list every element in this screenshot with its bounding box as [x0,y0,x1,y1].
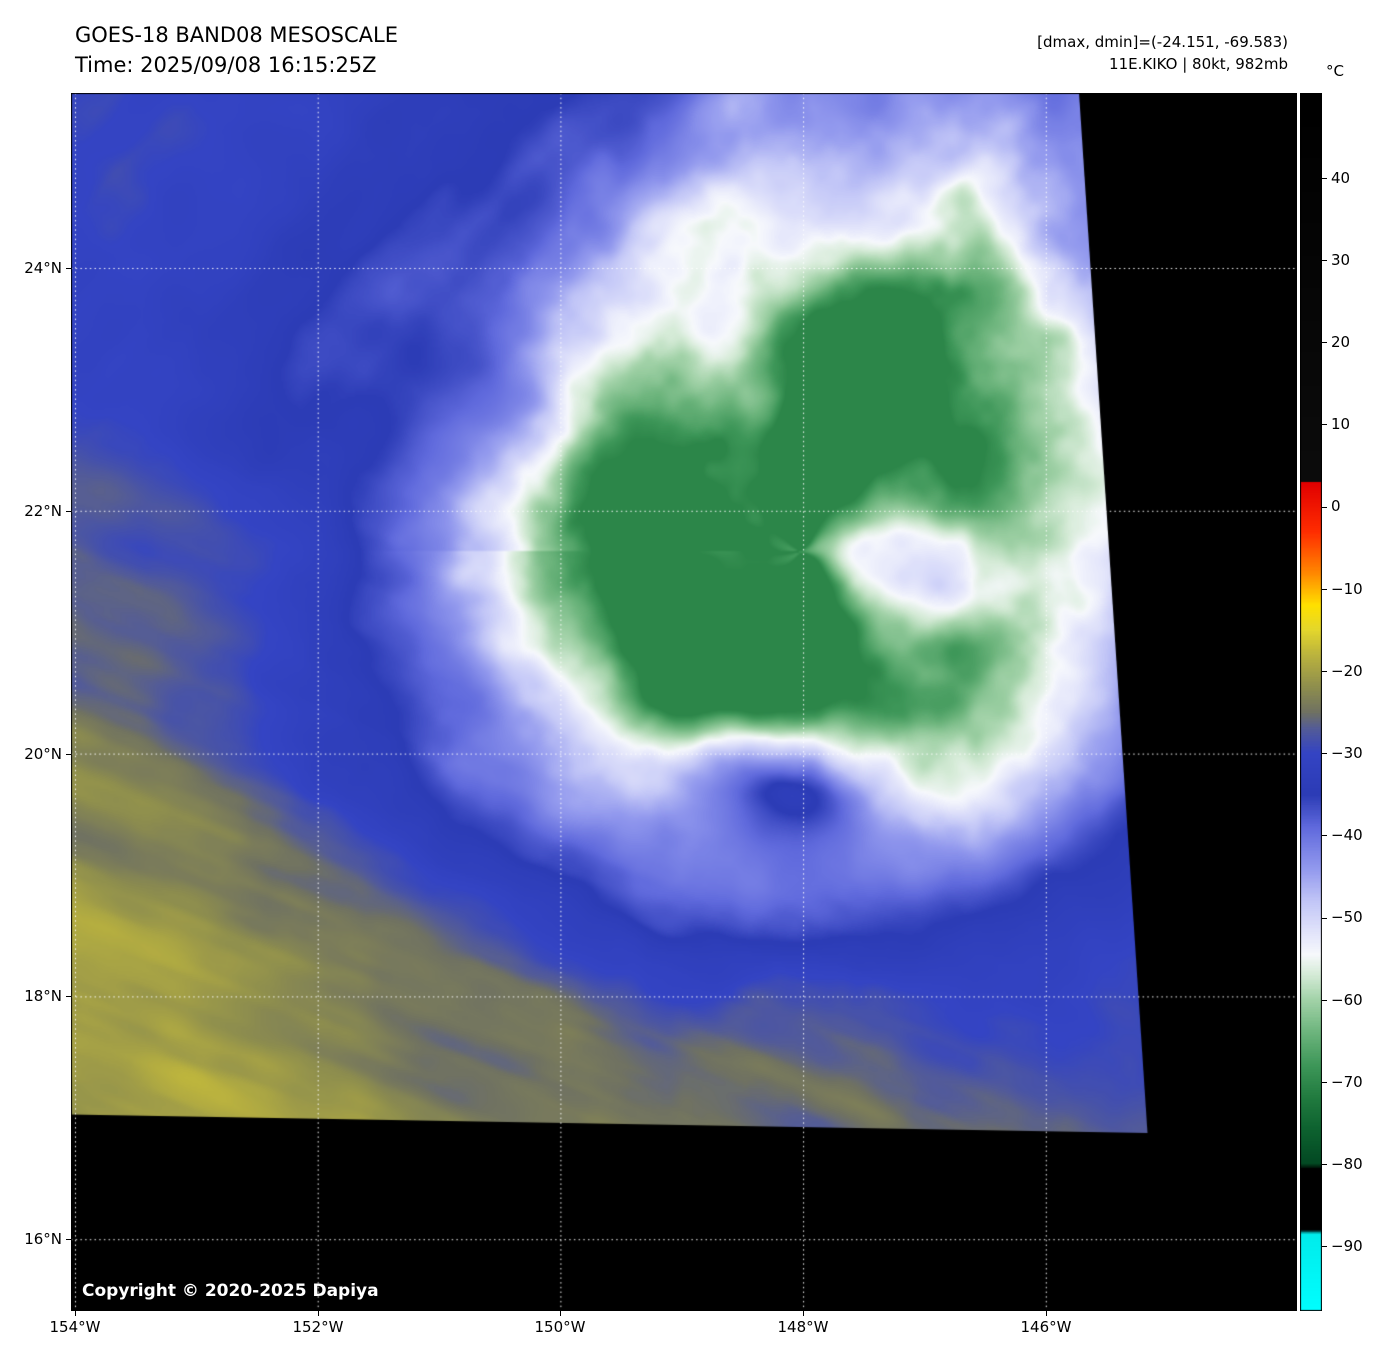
lat-tick-label: 24°N [24,259,62,277]
copyright-watermark: Copyright © 2020-2025 Dapiya [82,1281,379,1301]
colorbar-tick-label: −40 [1331,826,1363,844]
axis-tick [1322,507,1327,508]
page-title: GOES-18 BAND08 MESOSCALE [75,23,398,47]
lon-tick-label: 150°W [534,1318,586,1336]
lon-tick-label: 152°W [292,1318,344,1336]
colorbar-tick-label: 10 [1331,415,1351,433]
axis-tick [1322,918,1327,919]
axis-tick [1322,671,1327,672]
lon-tick-label: 154°W [49,1318,101,1336]
storm-readout: 11E.KIKO | 80kt, 982mb [1109,55,1288,73]
axis-tick [1046,1311,1047,1316]
axis-tick [75,1311,76,1316]
colorbar-tick-label: −10 [1331,580,1363,598]
colorbar-tick-label: 20 [1331,333,1351,351]
colorbar-tick-label: −90 [1331,1237,1363,1255]
lat-tick-label: 22°N [24,502,62,520]
axis-tick [1322,178,1327,179]
axis-tick [1322,1000,1327,1001]
axis-tick [803,1311,804,1316]
colorbar-tick-label: −80 [1331,1155,1363,1173]
axis-tick [1322,835,1327,836]
colorbar-tick-label: 30 [1331,251,1351,269]
colorbar-tick-label: −30 [1331,744,1363,762]
colorbar-tick-label: −50 [1331,908,1363,926]
satellite-image-canvas [71,93,1297,1311]
colorbar-unit-label: °C [1326,62,1344,80]
axis-tick [1322,1082,1327,1083]
axis-tick [560,1311,561,1316]
lat-tick-label: 20°N [24,745,62,763]
colorbar-tick-label: −60 [1331,991,1363,1009]
axis-tick [1322,342,1327,343]
colorbar-tick-label: −20 [1331,662,1363,680]
lat-tick-label: 18°N [24,987,62,1005]
axis-tick [1322,589,1327,590]
range-readout: [dmax, dmin]=(-24.151, -69.583) [1037,33,1288,51]
axis-tick [1322,753,1327,754]
lon-tick-label: 148°W [777,1318,829,1336]
axis-tick [318,1311,319,1316]
colorbar-tick-label: 40 [1331,169,1351,187]
colorbar-tick-label: −70 [1331,1073,1363,1091]
colorbar [1300,93,1322,1311]
axis-tick [1322,1164,1327,1165]
timestamp: Time: 2025/09/08 16:15:25Z [75,53,377,77]
colorbar-tick-label: 0 [1331,497,1341,515]
axis-tick [1322,424,1327,425]
axis-tick [1322,260,1327,261]
axis-tick [1322,1246,1327,1247]
lon-tick-label: 146°W [1020,1318,1072,1336]
lat-tick-label: 16°N [24,1230,62,1248]
